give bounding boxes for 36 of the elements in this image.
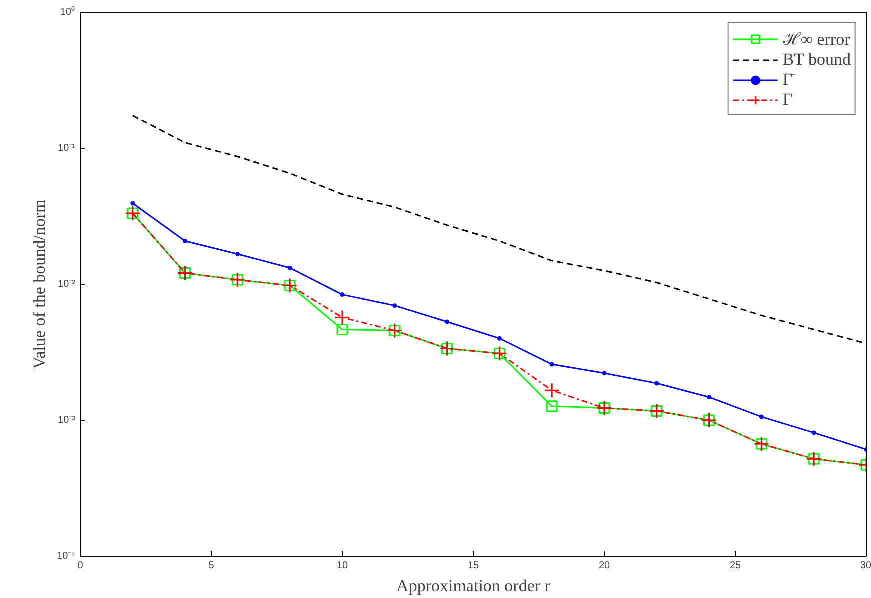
x-tick-label: 30	[860, 560, 871, 572]
legend-label: Γ	[782, 90, 794, 110]
point	[602, 371, 607, 376]
point	[759, 414, 764, 420]
point	[288, 266, 292, 270]
point	[334, 310, 350, 326]
y-tick-label: 10⁻²	[58, 279, 76, 290]
y-tick-label: 10⁰	[60, 6, 76, 18]
point	[183, 238, 188, 244]
point	[235, 252, 240, 256]
x-tick-label: 0	[78, 560, 84, 572]
x-tick-label: 15	[468, 560, 480, 572]
point	[130, 201, 136, 206]
point	[546, 400, 558, 412]
legend-label: ℋ∞ error	[782, 29, 850, 50]
y-tick-label: 10⁻⁴	[57, 551, 76, 562]
point	[392, 304, 398, 308]
point	[445, 320, 450, 324]
point	[497, 336, 502, 341]
point	[336, 324, 348, 336]
x-tick-label: 5	[208, 560, 215, 572]
y-tick-label: 10⁻¹	[58, 143, 76, 154]
x-tick-label: 25	[730, 560, 742, 572]
point	[654, 381, 660, 386]
point	[544, 382, 560, 398]
legend-label: BT bound	[782, 50, 851, 70]
x-tick-label: 20	[598, 560, 610, 572]
point	[340, 292, 345, 298]
point	[707, 395, 712, 400]
point	[812, 430, 816, 436]
x-axis-title: Approximation order r	[396, 576, 551, 596]
y-axis-title: Value of the bound/norm	[30, 200, 50, 370]
point	[550, 362, 554, 367]
x-tick-label: 10	[336, 560, 348, 572]
y-tick-label: 10⁻³	[58, 415, 76, 426]
legend-label: Γ̄	[782, 70, 796, 90]
